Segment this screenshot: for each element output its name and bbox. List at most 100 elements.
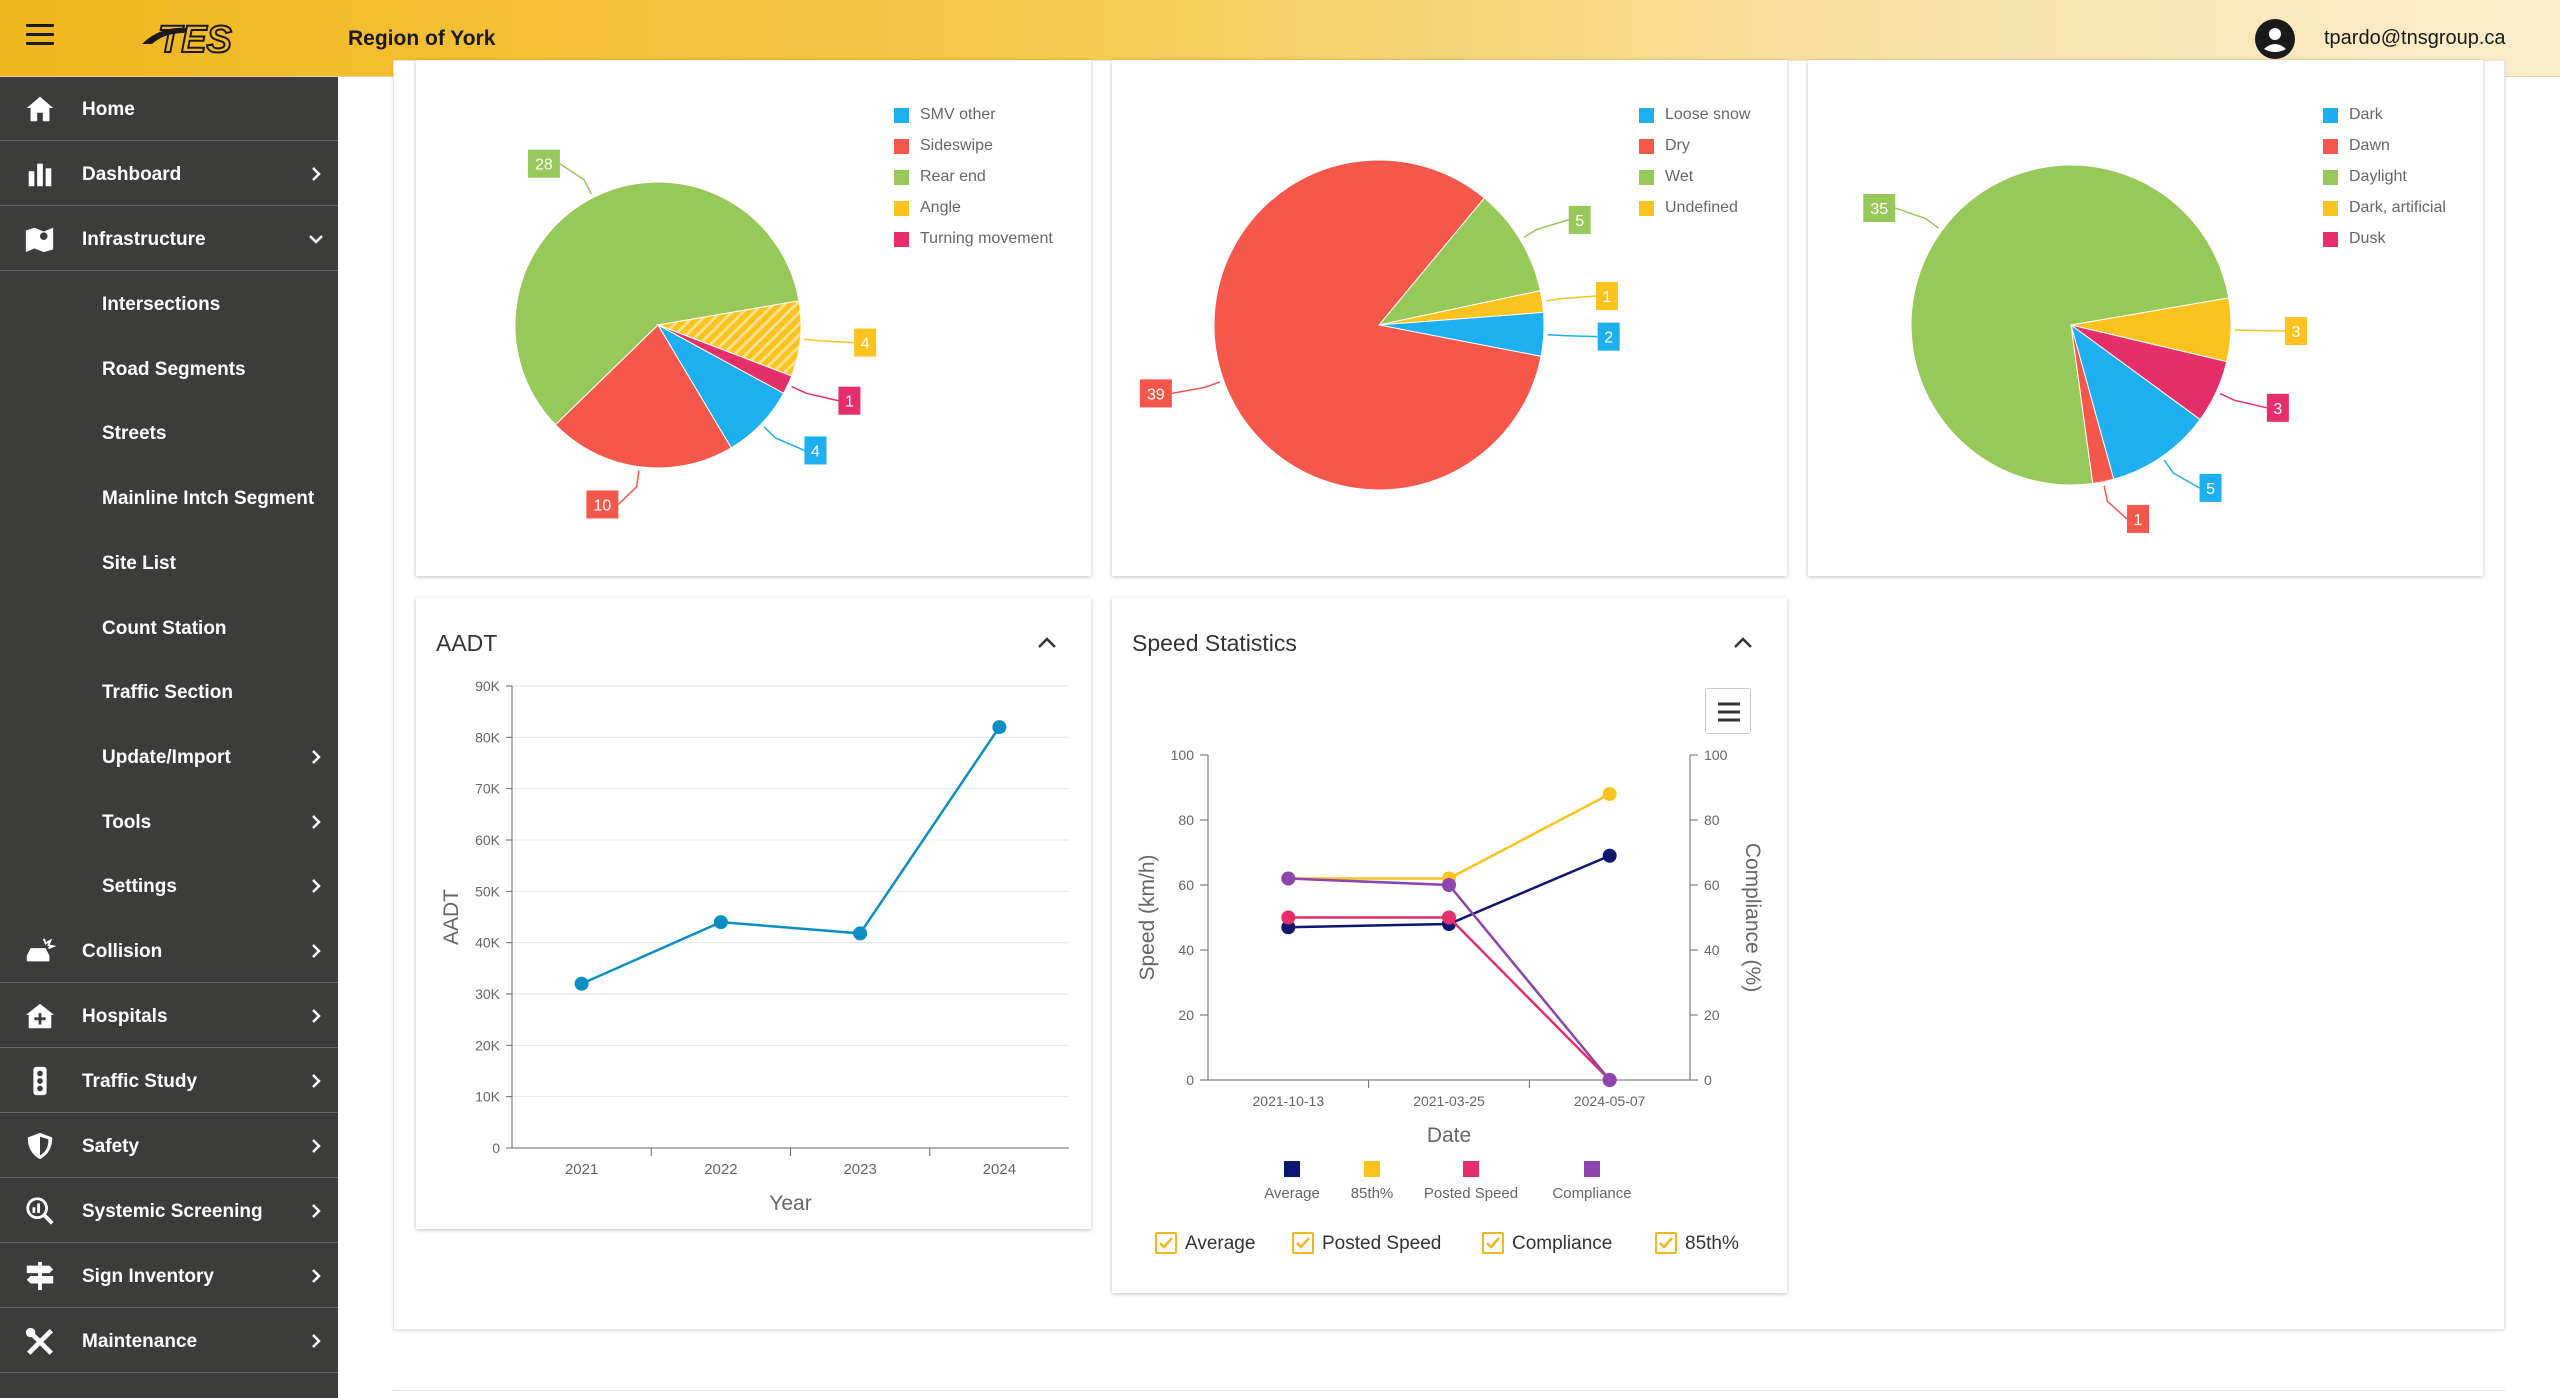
- chevron-right-icon: [312, 1074, 321, 1088]
- pie-label-connector: [617, 470, 640, 505]
- pie-slice: [1213, 159, 1542, 491]
- checkbox-checked-icon[interactable]: [1482, 1232, 1504, 1254]
- sidebar-item-label: Hospitals: [82, 1006, 168, 1027]
- sidebar-item-systemic-screening[interactable]: Systemic Screening: [0, 1179, 338, 1243]
- pie-label-connector: [804, 338, 855, 344]
- series-line-compliance: [1288, 877, 1611, 1081]
- speed-statistics-line-chart: 0 0 20 20 40 40 60 60 80 80 100 100 2021-10-13 2021-0…: [1136, 747, 1764, 1202]
- collapse-aadt-chevron-up-icon[interactable]: [1034, 630, 1060, 656]
- legend-swatch: [1639, 201, 1654, 216]
- pie-panel-light-condition: 35 3 3 5 1 Dark Dawn Daylight Dark, artificial D…: [1808, 60, 2483, 576]
- series-line-posted-speed: [1288, 916, 1611, 1081]
- sidebar-item-safety[interactable]: Safety: [0, 1114, 338, 1178]
- legend-swatch: [2323, 108, 2338, 123]
- pie-data-label: 1: [2134, 512, 2143, 529]
- map-icon: [25, 227, 54, 253]
- y2-tick-label: 20: [1704, 1007, 1720, 1023]
- legend-swatch: [2323, 139, 2338, 154]
- pie-label-connector: [1523, 219, 1569, 239]
- legend-label: Dry: [1665, 137, 1690, 154]
- sidebar-item-hospitals[interactable]: Hospitals: [0, 984, 338, 1048]
- legend-label: Wet: [1665, 168, 1694, 185]
- sidebar-item-streets[interactable]: Streets: [0, 401, 338, 465]
- y2-axis-label: Compliance (%): [1741, 843, 1764, 992]
- sidebar-item-traffic-section[interactable]: Traffic Section: [0, 660, 338, 724]
- pie-slice: [514, 181, 800, 426]
- chevron-right-icon: [312, 1269, 321, 1283]
- legend-item-85th-[interactable]: 85th%: [1351, 1161, 1394, 1202]
- chevron-right-icon: [312, 1204, 321, 1218]
- pie-label-connector: [2103, 485, 2128, 520]
- data-point-posted-speed: [1281, 910, 1296, 925]
- sidebar-item-label: Intersections: [102, 294, 221, 315]
- x-tick-label: 2021-03-25: [1413, 1093, 1485, 1109]
- chevron-right-icon: [312, 879, 321, 894]
- user-avatar-icon[interactable]: [2255, 19, 2295, 59]
- legend-item-average[interactable]: Average: [1264, 1161, 1320, 1202]
- sidebar-item-maintenance[interactable]: Maintenance: [0, 1309, 338, 1373]
- sidebar-item-label: Update/Import: [102, 746, 231, 768]
- data-point-average: [1602, 848, 1617, 863]
- data-point-compliance: [1442, 878, 1456, 892]
- sidebar-item-label: Streets: [102, 423, 167, 445]
- sidebar-item-site-list[interactable]: Site List: [0, 531, 338, 595]
- y2-tick-label: 80: [1704, 812, 1720, 828]
- sidebar-item-sign-inventory[interactable]: Sign Inventory: [0, 1244, 338, 1308]
- legend-label: Posted Speed: [1424, 1185, 1518, 1202]
- pie-panel-road-surface: 5 1 2 39 Loose snow Dry Wet Undefined: [1112, 60, 1787, 576]
- sidebar-item-intersections[interactable]: Intersections: [0, 272, 338, 336]
- sidebar-item-settings[interactable]: Settings: [0, 854, 338, 918]
- legend-item-compliance[interactable]: Compliance: [1552, 1161, 1632, 1202]
- sidebar-item-road-segments[interactable]: Road Segments: [0, 337, 338, 401]
- sidebar-item-tools[interactable]: Tools: [0, 790, 338, 854]
- y-tick-label: 40: [1178, 942, 1194, 958]
- sidebar-item-mainline-intch-segment[interactable]: Mainline Intch Segment: [0, 466, 338, 530]
- pie-chart-road-surface: 5 1 2 39: [1139, 159, 1620, 491]
- legend-label: Sideswipe: [920, 137, 993, 154]
- collapse-speed-chevron-up-icon[interactable]: [1730, 630, 1756, 656]
- pie-slice: [2070, 324, 2115, 485]
- y2-tick-label: 60: [1704, 877, 1720, 893]
- pie-label-box: [1139, 379, 1172, 408]
- pie-label-box: [527, 149, 560, 178]
- checkbox-checked-icon[interactable]: [1155, 1232, 1177, 1254]
- checkbox-checked-icon[interactable]: [1292, 1232, 1314, 1254]
- bar-chart-icon: [28, 163, 52, 187]
- legend-swatch: [894, 201, 909, 216]
- toggle-label: Average: [1185, 1233, 1256, 1254]
- chevron-right-icon: [312, 814, 321, 829]
- pie-data-label: 10: [593, 497, 611, 514]
- sidebar-item-count-station[interactable]: Count Station: [0, 596, 338, 660]
- sidebar-item-label: Home: [82, 99, 135, 120]
- y-tick-label: 0: [492, 1140, 500, 1156]
- sidebar-item-infrastructure[interactable]: Infrastructure: [0, 207, 338, 271]
- chevron-right-icon: [312, 167, 321, 181]
- chart-export-menu-icon[interactable]: [1705, 688, 1751, 734]
- pie-label-connector: [2234, 329, 2285, 332]
- y-tick-label: 10K: [475, 1089, 501, 1105]
- y-tick-label: 40K: [475, 935, 501, 951]
- sidebar-item-label: Maintenance: [82, 1331, 198, 1352]
- sidebar-item-dashboard[interactable]: Dashboard: [0, 142, 338, 206]
- y2-tick-label: 40: [1704, 942, 1720, 958]
- traffic-light-icon: [33, 1066, 47, 1096]
- sidebar-item-label: Safety: [82, 1136, 140, 1157]
- pie-label-box: [2266, 393, 2289, 422]
- user-email[interactable]: tpardo@tnsgroup.ca: [2324, 27, 2506, 49]
- hamburger-menu-icon[interactable]: [26, 24, 54, 48]
- sidebar-item-home[interactable]: Home: [0, 77, 338, 141]
- legend-swatch: [1639, 108, 1654, 123]
- sidebar-item-update-import[interactable]: Update/Import: [0, 725, 338, 789]
- legend-item-posted-speed[interactable]: Posted Speed: [1424, 1161, 1518, 1202]
- legend-swatch: [2323, 170, 2338, 185]
- pie-data-label: 5: [2206, 481, 2215, 498]
- aadt-data-point: [713, 915, 728, 930]
- checkbox-checked-icon[interactable]: [1655, 1232, 1677, 1254]
- legend-label: Daylight: [2349, 168, 2407, 185]
- sidebar-item-collision[interactable]: Collision: [0, 919, 338, 983]
- data-point-compliance: [1602, 1073, 1617, 1087]
- sidebar-item-traffic-study[interactable]: Traffic Study: [0, 1049, 338, 1113]
- pie-data-label: 4: [861, 336, 870, 353]
- legend-swatch: [1639, 170, 1654, 185]
